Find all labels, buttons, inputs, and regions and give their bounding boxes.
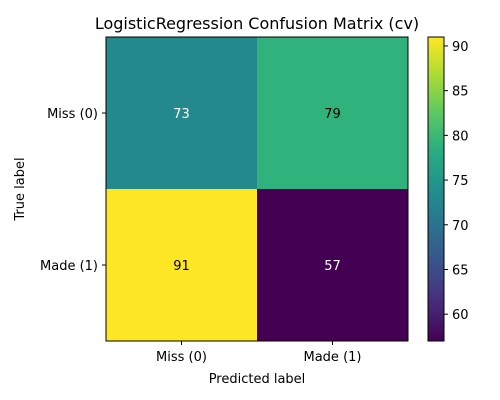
x-tick-label: Made (1) <box>304 350 362 365</box>
y-axis-label: True label <box>13 157 28 221</box>
cell-value-label: 79 <box>324 107 341 122</box>
cell-value-label: 57 <box>324 259 341 274</box>
x-axis-label: Predicted label <box>209 372 306 387</box>
colorbar-tick-label: 80 <box>452 129 469 144</box>
colorbar-tick-label: 90 <box>452 40 469 55</box>
colorbar-tick-label: 85 <box>452 85 469 100</box>
plot-frame <box>105 36 409 342</box>
x-tick-label: Miss (0) <box>156 350 207 365</box>
cell-value-label: 73 <box>173 107 190 122</box>
colorbar-ticks: 60 65 70 75 80 85 90 <box>444 40 469 323</box>
colorbar-tick-label: 70 <box>452 219 469 234</box>
cell-value-label: 91 <box>173 259 190 274</box>
x-axis-ticks: Miss (0) Made (1) <box>156 341 361 365</box>
heatmap-cell <box>106 37 257 189</box>
heatmap-cells: 73 79 91 57 <box>106 37 408 341</box>
heatmap-cell <box>257 189 408 341</box>
heatmap-cell <box>257 37 408 189</box>
y-axis-ticks: Miss (0) Made (1) <box>40 107 106 274</box>
y-tick-label: Made (1) <box>40 259 98 274</box>
colorbar-tick-label: 75 <box>452 174 469 189</box>
y-tick-label: Miss (0) <box>47 107 98 122</box>
colorbar-tick-label: 60 <box>452 308 469 323</box>
heatmap-cell <box>106 189 257 341</box>
chart-title: LogisticRegression Confusion Matrix (cv) <box>95 14 419 33</box>
colorbar-tick-label: 65 <box>452 263 469 278</box>
colorbar <box>427 36 445 342</box>
